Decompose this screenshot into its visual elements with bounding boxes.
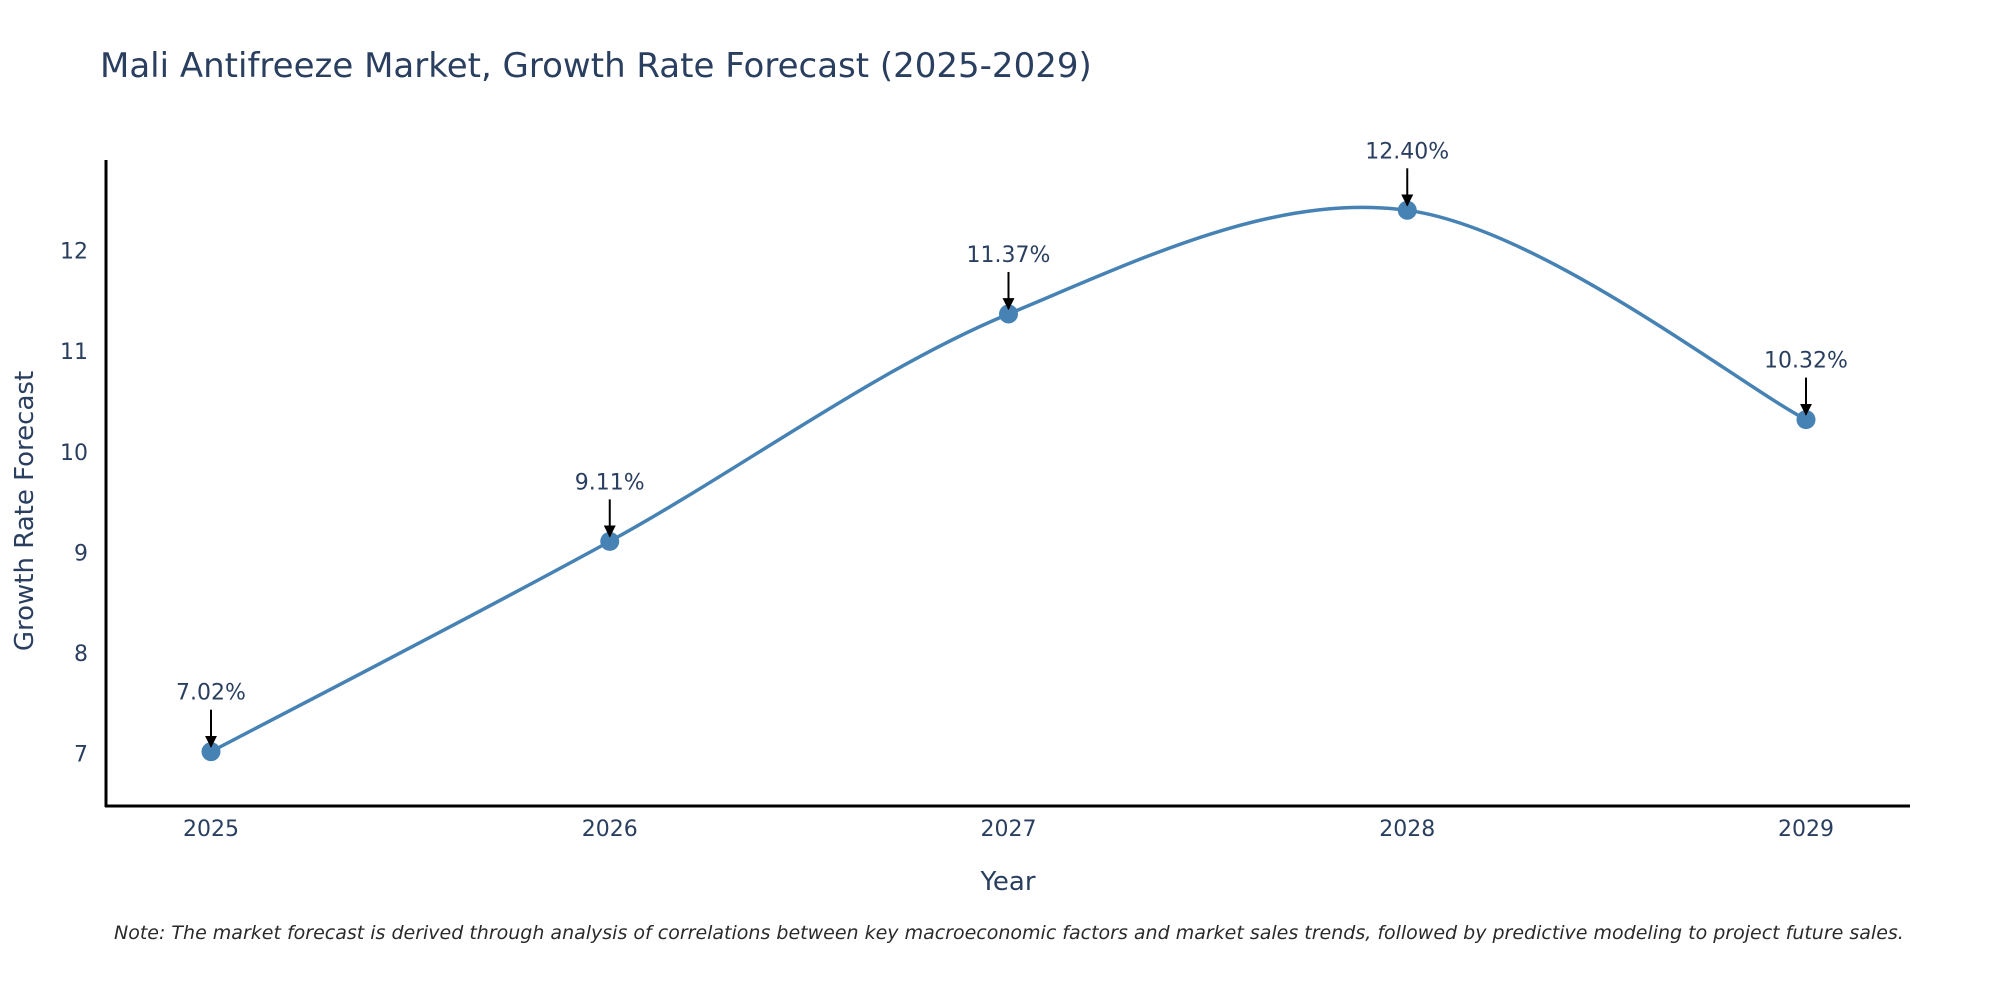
x-tick-label: 2025 [183,817,239,842]
data-label: 9.11% [575,470,645,495]
x-tick-label: 2027 [981,817,1037,842]
data-label: 7.02% [176,681,246,706]
data-label: 10.32% [1764,349,1848,374]
x-tick-label: 2026 [582,817,638,842]
x-tick-label: 2028 [1379,817,1435,842]
x-tick-label: 2029 [1778,817,1834,842]
chart-title: Mali Antifreeze Market, Growth Rate Fore… [100,46,1092,86]
data-label: 11.37% [967,243,1051,268]
y-tick-label: 11 [60,340,88,365]
y-tick-label: 8 [74,642,88,667]
x-axis-title: Year [979,867,1035,897]
chart-note: Note: The market forecast is derived thr… [114,922,1904,944]
data-label: 12.40% [1365,139,1449,164]
y-tick-label: 10 [60,441,88,466]
y-tick-label: 12 [60,240,88,265]
y-tick-label: 9 [74,541,88,566]
y-tick-label: 7 [74,743,88,768]
y-axis-title: Growth Rate Forecast [10,371,40,651]
